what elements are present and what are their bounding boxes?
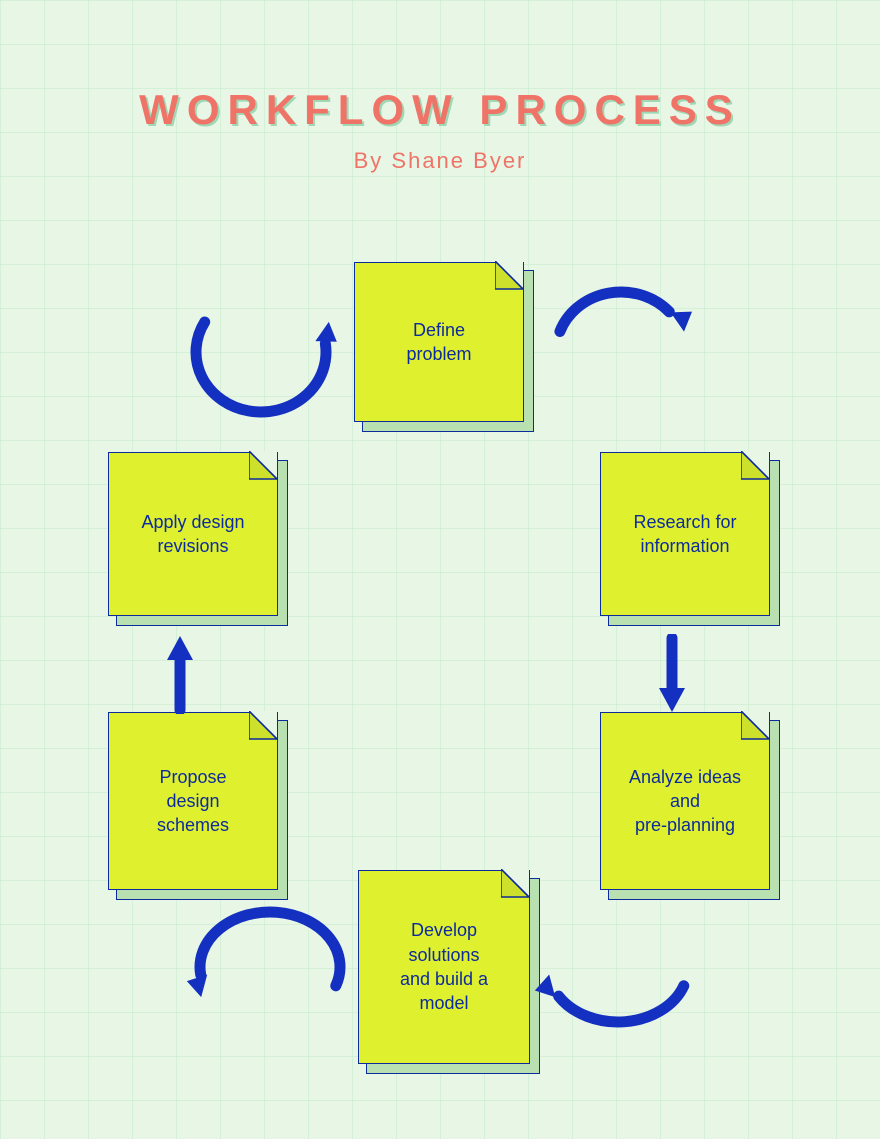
arrow-a5 xyxy=(160,634,200,714)
arrow-a2 xyxy=(652,634,692,714)
arrow-a1 xyxy=(532,268,710,436)
sticky-note-apply: Apply design revisions xyxy=(108,452,278,616)
sticky-note-propose: Propose design schemes xyxy=(108,712,278,890)
page-fold-icon xyxy=(249,711,279,741)
arrow-a4 xyxy=(176,888,364,1046)
page-fold-icon xyxy=(495,261,525,291)
page-fold-icon xyxy=(741,451,771,481)
page-fold-icon xyxy=(249,451,279,481)
sticky-note-face: Develop solutions and build a model xyxy=(358,870,530,1064)
sticky-note-develop: Develop solutions and build a model xyxy=(358,870,530,1064)
sticky-note-label: Develop solutions and build a model xyxy=(400,918,488,1015)
sticky-note-define: Define problem xyxy=(354,262,524,422)
sticky-note-label: Research for information xyxy=(633,510,736,559)
page-fold-icon xyxy=(741,711,771,741)
sticky-note-label: Define problem xyxy=(406,318,471,367)
sticky-note-label: Apply design revisions xyxy=(141,510,244,559)
sticky-note-label: Propose design schemes xyxy=(157,765,229,838)
page-subtitle: By Shane Byer xyxy=(0,148,880,174)
header: WORKFLOW PROCESS By Shane Byer xyxy=(0,86,880,174)
sticky-note-label: Analyze ideas and pre-planning xyxy=(629,765,741,838)
sticky-note-analyze: Analyze ideas and pre-planning xyxy=(600,712,770,890)
page-title: WORKFLOW PROCESS xyxy=(0,86,880,134)
arrow-a6 xyxy=(172,268,350,436)
sticky-note-research: Research for information xyxy=(600,452,770,616)
arrow-a3 xyxy=(524,888,712,1046)
